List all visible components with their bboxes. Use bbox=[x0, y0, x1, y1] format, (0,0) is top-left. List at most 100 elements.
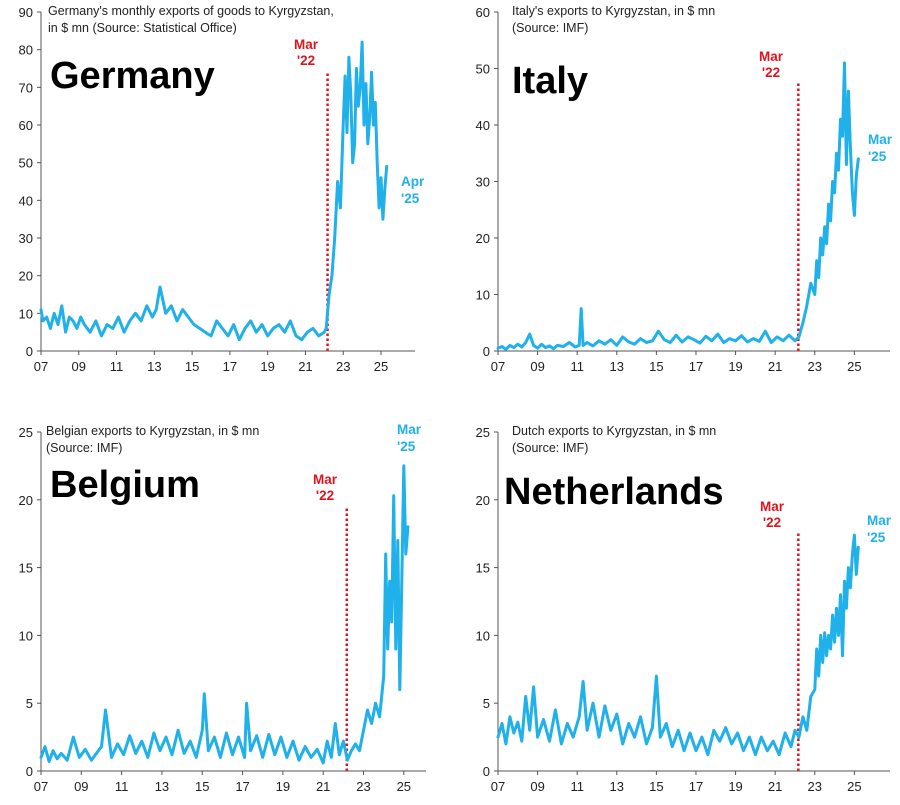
netherlands-marker-label: '22 bbox=[763, 515, 781, 530]
italy-x-tick-label: 19 bbox=[728, 359, 742, 374]
netherlands-marker-label: Mar bbox=[760, 499, 785, 514]
belgium-marker-label: '22 bbox=[316, 488, 334, 503]
germany-marker-label: '22 bbox=[297, 53, 315, 68]
italy-chart-subtitle: Italy's exports to Kyrgyzstan, in $ mn bbox=[512, 4, 715, 18]
belgium-chart-title: Belgium bbox=[50, 464, 200, 506]
belgium-x-tick-label: 21 bbox=[316, 779, 330, 794]
germany-x-tick-label: 17 bbox=[223, 359, 237, 374]
germany-x-tick-label: 21 bbox=[298, 359, 312, 374]
netherlands-end-label: '25 bbox=[867, 530, 886, 545]
germany-y-tick-label: 10 bbox=[19, 306, 33, 321]
netherlands-y-tick-label: 5 bbox=[483, 696, 490, 711]
italy-y-tick-label: 0 bbox=[483, 344, 490, 359]
germany-chart-panel: 0 10 20 30 40 50 60 70 80 90 07 09 11 13 15 17 19 21 23 25 M… bbox=[0, 0, 450, 405]
germany-y-tick-label: 70 bbox=[19, 80, 33, 95]
belgium-y-tick-label: 0 bbox=[26, 764, 33, 779]
germany-end-label: '25 bbox=[401, 191, 420, 206]
italy-x-tick-label: 25 bbox=[847, 359, 861, 374]
belgium-chart-subtitle: Belgian exports to Kyrgyzstan, in $ mn bbox=[46, 424, 259, 438]
germany-x-tick-label: 25 bbox=[374, 359, 388, 374]
belgium-x-tick-label: 09 bbox=[74, 779, 88, 794]
belgium-series-line bbox=[39, 464, 410, 765]
belgium-x-tick-label: 23 bbox=[356, 779, 370, 794]
netherlands-x-tick-label: 21 bbox=[768, 779, 782, 794]
netherlands-x-tick-label: 15 bbox=[649, 779, 663, 794]
italy-x-tick-label: 11 bbox=[570, 359, 584, 374]
italy-x-tick-label: 21 bbox=[768, 359, 782, 374]
italy-marker-label: Mar bbox=[759, 49, 784, 64]
belgium-x-tick-label: 07 bbox=[34, 779, 48, 794]
germany-y-tick-label: 80 bbox=[19, 43, 33, 58]
netherlands-x-tick-label: 19 bbox=[728, 779, 742, 794]
netherlands-chart-subtitle: Dutch exports to Kyrgyzstan, in $ mn bbox=[512, 424, 716, 438]
belgium-chart-panel: 0 5 10 15 20 25 07 09 11 13 15 17 19 21 23 25 Mar '22 Mar '… bbox=[0, 400, 450, 805]
germany-x-tick-label: 19 bbox=[260, 359, 274, 374]
germany-chart: 0 10 20 30 40 50 60 70 80 90 07 09 11 13 15 17 19 21 23 25 M… bbox=[19, 4, 425, 374]
netherlands-y-tick-label: 25 bbox=[476, 425, 490, 440]
italy-end-label: '25 bbox=[868, 149, 887, 164]
italy-chart-panel: 0 10 20 30 40 50 60 07 09 11 13 15 17 19 21 23 25 Mar '22 M… bbox=[450, 0, 900, 405]
germany-y-tick-label: 40 bbox=[19, 193, 33, 208]
germany-chart-subtitle: in $ mn (Source: Statistical Office) bbox=[48, 21, 237, 35]
italy-y-tick-label: 40 bbox=[476, 118, 490, 133]
italy-end-label: Mar bbox=[868, 132, 893, 147]
germany-x-tick-label: 07 bbox=[34, 359, 48, 374]
netherlands-x-tick-label: 23 bbox=[808, 779, 822, 794]
netherlands-x-tick-label: 17 bbox=[689, 779, 703, 794]
italy-x-tick-label: 13 bbox=[610, 359, 624, 374]
germany-y-tick-label: 90 bbox=[19, 5, 33, 20]
italy-x-tick-label: 07 bbox=[491, 359, 505, 374]
italy-marker-label: '22 bbox=[762, 65, 780, 80]
belgium-end-label: Mar bbox=[397, 422, 422, 437]
germany-marker-label: Mar bbox=[294, 37, 319, 52]
belgium-x-tick-label: 15 bbox=[195, 779, 209, 794]
netherlands-x-tick-label: 13 bbox=[610, 779, 624, 794]
italy-y-tick-label: 10 bbox=[476, 288, 490, 303]
netherlands-chart-subtitle: (Source: IMF) bbox=[512, 441, 588, 455]
netherlands-chart-title: Netherlands bbox=[504, 471, 724, 513]
germany-y-tick-label: 50 bbox=[19, 156, 33, 171]
belgium-end-label: '25 bbox=[397, 439, 416, 454]
belgium-x-tick-label: 13 bbox=[155, 779, 169, 794]
belgium-x-tick-label: 11 bbox=[115, 779, 129, 794]
germany-chart-title: Germany bbox=[50, 55, 215, 97]
netherlands-y-tick-label: 15 bbox=[476, 561, 490, 576]
germany-chart-subtitle: Germany's monthly exports of goods to Ky… bbox=[48, 4, 334, 18]
italy-x-tick-label: 09 bbox=[530, 359, 544, 374]
belgium-chart-subtitle: (Source: IMF) bbox=[46, 441, 122, 455]
italy-y-tick-label: 30 bbox=[476, 175, 490, 190]
netherlands-y-tick-label: 10 bbox=[476, 628, 490, 643]
italy-y-tick-label: 50 bbox=[476, 62, 490, 77]
netherlands-x-tick-label: 07 bbox=[491, 779, 505, 794]
belgium-x-tick-label: 19 bbox=[276, 779, 290, 794]
netherlands-series-line bbox=[496, 533, 860, 757]
netherlands-x-tick-label: 25 bbox=[847, 779, 861, 794]
germany-y-tick-label: 30 bbox=[19, 231, 33, 246]
germany-series-line bbox=[39, 40, 389, 342]
germany-x-tick-label: 13 bbox=[147, 359, 161, 374]
germany-y-tick-label: 0 bbox=[26, 344, 33, 359]
belgium-marker-label: Mar bbox=[313, 472, 338, 487]
germany-x-tick-label: 11 bbox=[110, 359, 124, 374]
italy-y-tick-label: 20 bbox=[476, 231, 490, 246]
netherlands-x-tick-label: 09 bbox=[530, 779, 544, 794]
netherlands-y-tick-label: 0 bbox=[483, 764, 490, 779]
belgium-y-tick-label: 5 bbox=[26, 696, 33, 711]
belgium-x-tick-label: 25 bbox=[397, 779, 411, 794]
italy-chart-title: Italy bbox=[512, 60, 588, 102]
germany-x-tick-label: 23 bbox=[336, 359, 350, 374]
italy-x-tick-label: 15 bbox=[649, 359, 663, 374]
netherlands-chart-panel: 0 5 10 15 20 25 07 09 11 13 15 17 19 21 23 25 Mar '22 Mar '… bbox=[450, 400, 900, 805]
netherlands-x-tick-label: 11 bbox=[570, 779, 584, 794]
italy-y-tick-label: 60 bbox=[476, 5, 490, 20]
belgium-y-tick-label: 25 bbox=[19, 425, 33, 440]
belgium-y-tick-label: 20 bbox=[19, 493, 33, 508]
italy-series-line bbox=[496, 61, 860, 351]
italy-chart-subtitle: (Source: IMF) bbox=[512, 21, 588, 35]
italy-x-tick-label: 17 bbox=[689, 359, 703, 374]
belgium-y-tick-label: 15 bbox=[19, 561, 33, 576]
belgium-y-tick-label: 10 bbox=[19, 628, 33, 643]
